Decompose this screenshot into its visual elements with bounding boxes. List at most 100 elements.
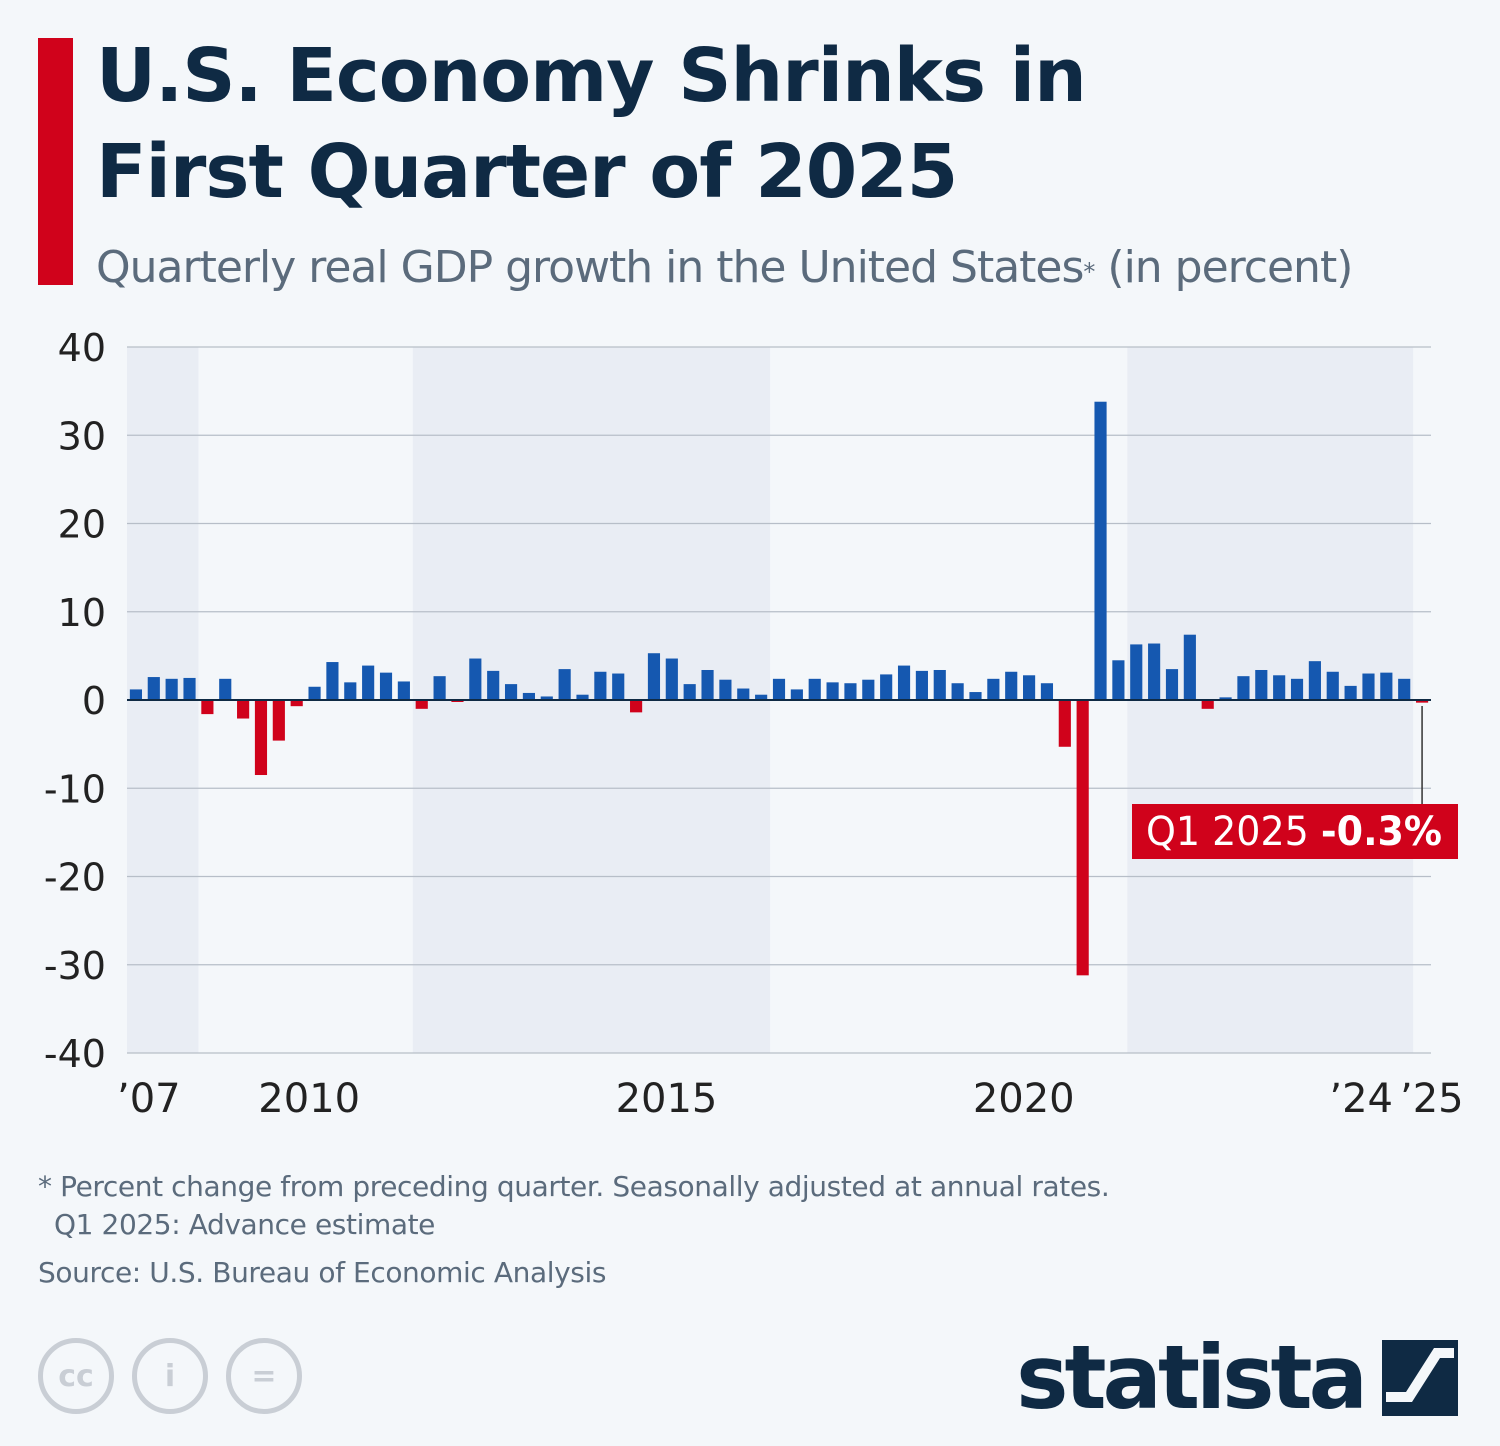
bar [397,681,410,700]
bar [129,689,143,700]
bar [933,669,946,700]
brand-logo[interactable]: statista [1016,1328,1458,1428]
bar [1398,678,1411,700]
y-tick-label: -10 [44,767,106,811]
bar [1005,671,1018,700]
bar [594,671,607,700]
cc-icon[interactable]: cc [38,1338,114,1414]
y-tick-label: 10 [58,591,106,635]
bar [147,677,160,700]
bar [701,669,714,700]
bar [1094,401,1107,700]
bar [630,700,643,713]
bar [1273,675,1286,700]
bar [897,665,911,700]
bar [290,700,303,707]
y-tick-label: 30 [58,414,106,458]
bar [1023,675,1036,700]
bar [326,662,339,700]
bar [165,678,178,700]
x-tick-label: ’25 [1400,1076,1464,1122]
bar [362,665,375,700]
bar [969,692,982,700]
bar [951,683,964,700]
y-tick-label: -30 [44,944,106,988]
statista-logo-icon [1382,1340,1458,1416]
bar [308,686,321,700]
bar [433,676,446,700]
bar [1255,669,1268,700]
annotation-box [1132,804,1458,859]
bar [1076,700,1089,976]
bar [1130,644,1143,700]
bar [183,677,196,700]
source-note: Source: U.S. Bureau of Economic Analysis [38,1256,607,1289]
bar [1201,700,1214,709]
bar [719,679,732,700]
attribution-icon[interactable]: i [132,1338,208,1414]
bar [647,653,661,700]
bar [487,670,500,700]
chart-title: U.S. Economy Shrinks in First Quarter of… [96,33,1087,215]
x-tick-label: 2020 [973,1076,1075,1122]
y-tick-label: 0 [82,679,106,723]
bar [1237,676,1250,700]
bar [1308,661,1321,700]
bar [1362,673,1375,700]
bar [683,684,696,700]
bar [844,683,857,700]
bar [1326,671,1339,700]
annotation-label: Q1 2025 -0.3% [1146,809,1442,855]
subtitle-footnote-marker: * [1083,258,1095,286]
bar [344,682,357,700]
footnote-line-1: * Percent change from preceding quarter.… [38,1170,1110,1203]
bar [415,700,428,709]
annotation-quarter: Q1 2025 [1146,809,1321,855]
bar [272,700,285,741]
bar [1344,685,1357,700]
bar [201,700,214,715]
bar [826,682,839,700]
x-tick-label: ’24 [1329,1076,1393,1122]
y-tick-label: -40 [44,1032,106,1076]
bar [558,669,571,700]
bar [1219,697,1232,700]
bar [755,694,768,700]
x-tick-label: 2010 [258,1076,360,1122]
bar [915,670,928,700]
bar [772,678,786,700]
y-tick-label: -20 [44,856,106,900]
no-derivatives-icon[interactable]: = [226,1338,302,1414]
bar [1058,700,1071,747]
footnote: * Percent change from preceding quarter.… [38,1168,1110,1244]
bar [790,689,803,700]
subtitle-text: Quarterly real GDP growth in the United … [96,242,1084,293]
bar [1148,643,1161,700]
bar [1290,678,1304,700]
bar [540,696,553,700]
brand-name: statista [1016,1326,1368,1429]
bar [379,672,393,700]
x-tick-label: ’07 [117,1076,181,1122]
bar [1112,660,1125,700]
bar [237,700,250,719]
bar [612,673,625,700]
bar [219,678,232,700]
bar [987,678,1000,700]
footnote-line-2: Q1 2025: Advance estimate [54,1208,435,1241]
annotation-value: -0.3% [1321,809,1442,855]
bar [862,679,875,700]
bar [522,692,535,700]
bar [808,678,821,700]
bar [469,658,482,700]
bar [880,674,893,700]
bar [1183,634,1196,700]
subtitle-unit: (in percent) [1094,242,1353,293]
bar [1165,669,1179,700]
y-tick-label: 20 [58,503,106,547]
bar [1040,683,1054,700]
bar [665,658,678,700]
x-tick-label: 2015 [616,1076,718,1122]
license-icons: cc i = [38,1338,302,1414]
